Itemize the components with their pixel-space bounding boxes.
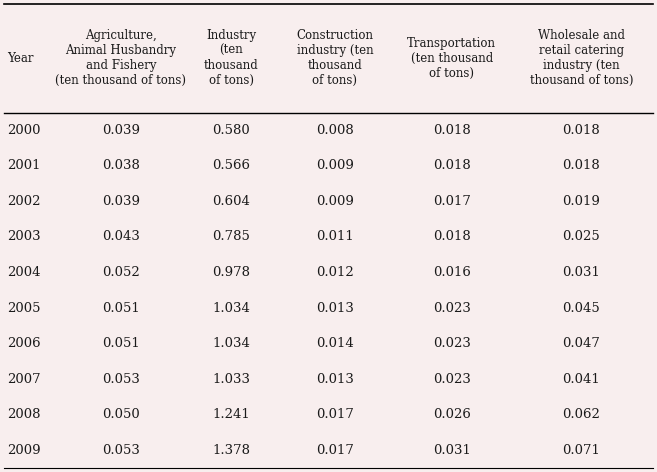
Text: Construction
industry (ten
thousand
of tons): Construction industry (ten thousand of t… bbox=[296, 29, 373, 87]
Text: 0.041: 0.041 bbox=[562, 372, 600, 386]
Text: 0.062: 0.062 bbox=[562, 408, 600, 421]
Text: 0.013: 0.013 bbox=[316, 302, 354, 314]
Text: 0.018: 0.018 bbox=[433, 230, 470, 244]
Text: 0.023: 0.023 bbox=[433, 337, 470, 350]
Text: 0.039: 0.039 bbox=[102, 124, 140, 137]
Text: 0.038: 0.038 bbox=[102, 160, 140, 172]
Text: 0.009: 0.009 bbox=[316, 160, 354, 172]
Text: 0.031: 0.031 bbox=[433, 444, 470, 456]
Text: Industry
(ten
thousand
of tons): Industry (ten thousand of tons) bbox=[204, 29, 259, 87]
Text: 1.034: 1.034 bbox=[212, 302, 250, 314]
Text: Wholesale and
retail catering
industry (ten
thousand of tons): Wholesale and retail catering industry (… bbox=[530, 29, 633, 87]
Text: 0.051: 0.051 bbox=[102, 302, 140, 314]
Text: 0.025: 0.025 bbox=[562, 230, 600, 244]
Text: 0.018: 0.018 bbox=[562, 160, 600, 172]
Text: 1.034: 1.034 bbox=[212, 337, 250, 350]
Text: 0.031: 0.031 bbox=[562, 266, 600, 279]
Text: 2007: 2007 bbox=[7, 372, 40, 386]
Text: 0.009: 0.009 bbox=[316, 195, 354, 208]
Text: 0.017: 0.017 bbox=[316, 444, 354, 456]
Text: 0.978: 0.978 bbox=[212, 266, 250, 279]
Text: 2006: 2006 bbox=[7, 337, 40, 350]
Text: 0.008: 0.008 bbox=[316, 124, 354, 137]
Text: 0.011: 0.011 bbox=[316, 230, 354, 244]
Text: 0.026: 0.026 bbox=[433, 408, 470, 421]
Text: 0.604: 0.604 bbox=[212, 195, 250, 208]
Text: 1.033: 1.033 bbox=[212, 372, 250, 386]
Text: 0.047: 0.047 bbox=[562, 337, 600, 350]
Text: 2003: 2003 bbox=[7, 230, 40, 244]
Text: 0.050: 0.050 bbox=[102, 408, 140, 421]
Text: 0.043: 0.043 bbox=[102, 230, 140, 244]
Text: 0.019: 0.019 bbox=[562, 195, 600, 208]
Text: 0.071: 0.071 bbox=[562, 444, 600, 456]
Text: 0.052: 0.052 bbox=[102, 266, 140, 279]
Text: Year: Year bbox=[7, 52, 34, 65]
Text: 1.241: 1.241 bbox=[212, 408, 250, 421]
Text: 2009: 2009 bbox=[7, 444, 40, 456]
Text: 0.018: 0.018 bbox=[433, 160, 470, 172]
Text: 0.039: 0.039 bbox=[102, 195, 140, 208]
Text: 0.017: 0.017 bbox=[316, 408, 354, 421]
Text: 0.012: 0.012 bbox=[316, 266, 354, 279]
Text: 1.378: 1.378 bbox=[212, 444, 250, 456]
Text: 0.053: 0.053 bbox=[102, 444, 140, 456]
Text: 0.045: 0.045 bbox=[562, 302, 600, 314]
Text: 0.023: 0.023 bbox=[433, 302, 470, 314]
Text: Transportation
(ten thousand
of tons): Transportation (ten thousand of tons) bbox=[407, 37, 496, 80]
Text: 0.053: 0.053 bbox=[102, 372, 140, 386]
Text: 2000: 2000 bbox=[7, 124, 40, 137]
Text: 0.017: 0.017 bbox=[433, 195, 470, 208]
Text: Agriculture,
Animal Husbandry
and Fishery
(ten thousand of tons): Agriculture, Animal Husbandry and Fisher… bbox=[55, 29, 187, 87]
Text: 0.051: 0.051 bbox=[102, 337, 140, 350]
Text: 0.013: 0.013 bbox=[316, 372, 354, 386]
Text: 0.580: 0.580 bbox=[212, 124, 250, 137]
Text: 2004: 2004 bbox=[7, 266, 40, 279]
Text: 2005: 2005 bbox=[7, 302, 40, 314]
Text: 2001: 2001 bbox=[7, 160, 40, 172]
Text: 0.023: 0.023 bbox=[433, 372, 470, 386]
Text: 0.785: 0.785 bbox=[212, 230, 250, 244]
Text: 0.014: 0.014 bbox=[316, 337, 354, 350]
Text: 2002: 2002 bbox=[7, 195, 40, 208]
Text: 2008: 2008 bbox=[7, 408, 40, 421]
Text: 0.016: 0.016 bbox=[433, 266, 470, 279]
Text: 0.018: 0.018 bbox=[433, 124, 470, 137]
Text: 0.566: 0.566 bbox=[212, 160, 250, 172]
Text: 0.018: 0.018 bbox=[562, 124, 600, 137]
